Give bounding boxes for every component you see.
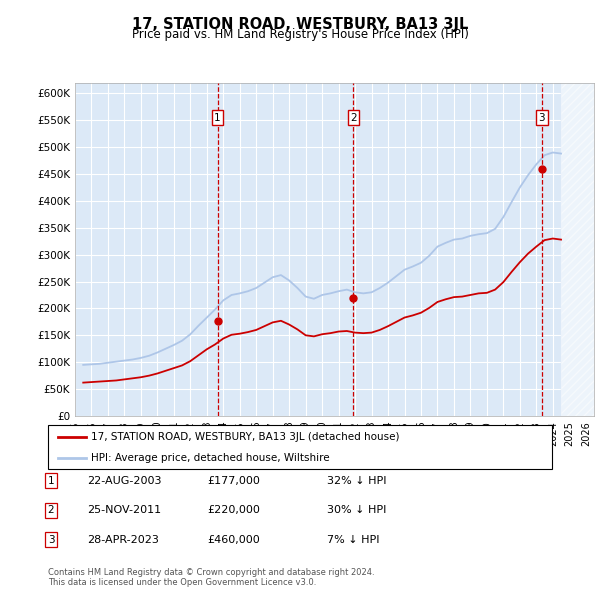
Text: Contains HM Land Registry data © Crown copyright and database right 2024.
This d: Contains HM Land Registry data © Crown c…: [48, 568, 374, 587]
Text: 2: 2: [350, 113, 357, 123]
Text: £460,000: £460,000: [207, 535, 260, 545]
Text: 30% ↓ HPI: 30% ↓ HPI: [327, 506, 386, 515]
Text: £177,000: £177,000: [207, 476, 260, 486]
Text: 25-NOV-2011: 25-NOV-2011: [87, 506, 161, 515]
Text: 7% ↓ HPI: 7% ↓ HPI: [327, 535, 380, 545]
Text: 1: 1: [47, 476, 55, 486]
Text: 17, STATION ROAD, WESTBURY, BA13 3JL (detached house): 17, STATION ROAD, WESTBURY, BA13 3JL (de…: [91, 432, 400, 442]
Text: 22-AUG-2003: 22-AUG-2003: [87, 476, 161, 486]
Text: 2: 2: [47, 506, 55, 515]
Text: HPI: Average price, detached house, Wiltshire: HPI: Average price, detached house, Wilt…: [91, 453, 329, 463]
Text: 1: 1: [214, 113, 221, 123]
Bar: [561, 83, 594, 416]
Text: 3: 3: [538, 113, 545, 123]
Bar: [561, 83, 594, 416]
Text: 17, STATION ROAD, WESTBURY, BA13 3JL: 17, STATION ROAD, WESTBURY, BA13 3JL: [132, 17, 468, 31]
Text: Price paid vs. HM Land Registry's House Price Index (HPI): Price paid vs. HM Land Registry's House …: [131, 28, 469, 41]
Text: 3: 3: [47, 535, 55, 545]
Text: £220,000: £220,000: [207, 506, 260, 515]
Text: 32% ↓ HPI: 32% ↓ HPI: [327, 476, 386, 486]
Text: 28-APR-2023: 28-APR-2023: [87, 535, 159, 545]
